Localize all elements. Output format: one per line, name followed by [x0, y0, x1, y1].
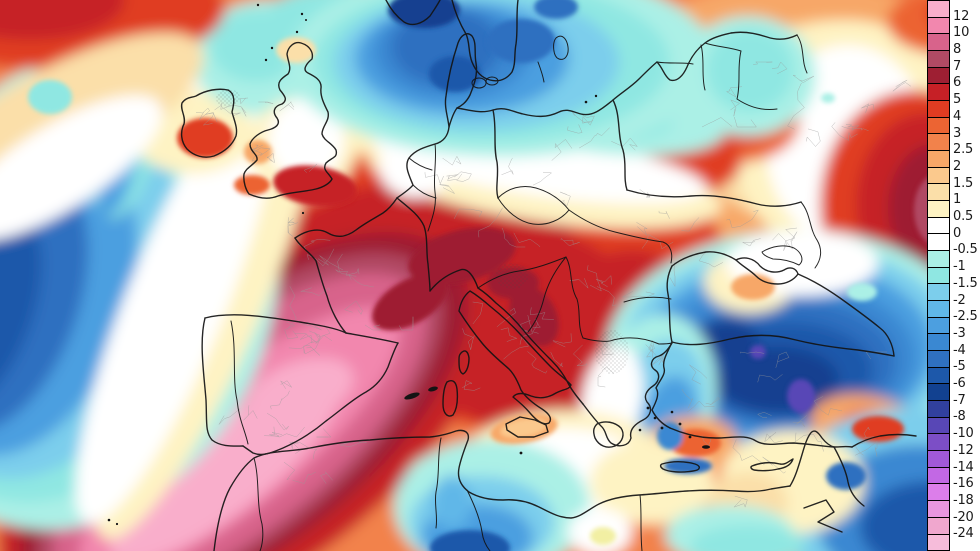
colorbar-tick-label: 1 [953, 192, 962, 208]
colorbar-tick-label: 1.5 [953, 175, 974, 191]
colorbar-swatch [928, 300, 949, 317]
colorbar-swatch [928, 33, 949, 51]
colorbar-swatch [928, 50, 949, 67]
colorbar-tick-label: -12 [953, 442, 974, 458]
colorbar-swatch [928, 200, 949, 217]
colorbar-swatch [928, 133, 949, 151]
colorbar-swatch [928, 100, 949, 117]
colorbar-tick-label: 0 [953, 225, 962, 241]
colorbar-tick-label: -8 [953, 409, 966, 425]
colorbar-tick-label: 3 [953, 125, 962, 141]
colorbar-tick-label: -3 [953, 325, 966, 341]
colorbar-swatch [928, 333, 949, 351]
colorbar-tick-label: -16 [953, 476, 974, 492]
colorbar-swatch [928, 400, 949, 417]
colorbar-swatch [928, 66, 949, 84]
colorbar-tick-label: -2 [953, 292, 966, 308]
colorbar-swatch [928, 416, 949, 434]
colorbar-tick-label: 8 [953, 41, 962, 57]
colorbar-tick-label: -7 [953, 392, 966, 408]
colorbar-swatch [928, 183, 949, 201]
colorbar-tick-label: -18 [953, 492, 974, 508]
colorbar-swatch [928, 366, 949, 384]
colorbar-swatch [928, 450, 949, 467]
colorbar-swatch [928, 166, 949, 184]
colorbar-swatch [928, 483, 949, 501]
colorbar-swatch [928, 233, 949, 251]
colorbar-tick-label: 2 [953, 158, 962, 174]
colorbar-tick-label: -6 [953, 375, 966, 391]
colorbar-swatch [928, 283, 949, 301]
colorbar-tick-label: 7 [953, 58, 962, 74]
colorbar-swatch [928, 250, 949, 267]
colorbar-swatch [928, 433, 949, 451]
colorbar-tick-label: 4 [953, 108, 962, 124]
colorbar-tick-label: 2.5 [953, 142, 974, 158]
coastlines-borders [180, 0, 917, 551]
colorbar-swatch [928, 533, 949, 551]
colorbar-tick-label: -20 [953, 509, 974, 525]
colorbar-tick-label: -10 [953, 426, 974, 442]
colorbar-tick-label: -1.5 [953, 275, 978, 291]
colorbar-swatch [928, 383, 949, 401]
colorbar-swatch [928, 466, 949, 484]
colorbar-tick-label: -4 [953, 342, 966, 358]
colorbar-tick-label: 6 [953, 75, 962, 91]
colorbar-tick-label: -2.5 [953, 309, 978, 325]
colorbar-tick-label: -14 [953, 459, 974, 475]
colorbar-swatch [928, 516, 949, 534]
temperature-field-detail [28, 0, 962, 551]
colorbar-tick-label: -5 [953, 359, 966, 375]
colorbar-label-strip: 12 10 8 7 6 5 4 3 2.5 2 1.5 1 0.5 0 -0.5 -1 -1.5 -2 -2.5 -3… [950, 0, 980, 551]
colorbar-tick-label: 10 [953, 25, 970, 41]
colorbar-tick-label: -24 [953, 526, 974, 542]
colorbar-swatch [928, 16, 949, 34]
colorbar-tick-label: -0.5 [953, 242, 978, 258]
colorbar-swatch [928, 116, 949, 134]
colorbar-swatch [928, 500, 949, 517]
colorbar-tick-label: -1 [953, 259, 966, 275]
colorbar-swatch [928, 83, 949, 101]
colorbar-swatch [928, 150, 949, 167]
colorbar-swatch [928, 1, 949, 17]
colorbar-tick-label: 5 [953, 92, 962, 108]
colorbar-tick-label: 0.5 [953, 208, 974, 224]
colorbar-swatch [928, 350, 949, 367]
island-dots [107, 3, 710, 526]
admin-boundaries [195, 61, 912, 508]
colorbar-swatch [928, 266, 949, 284]
colorbar [927, 0, 950, 551]
colorbar-swatch [928, 316, 949, 334]
colorbar-tick-label: 12 [953, 8, 970, 24]
colorbar-swatch [928, 216, 949, 234]
